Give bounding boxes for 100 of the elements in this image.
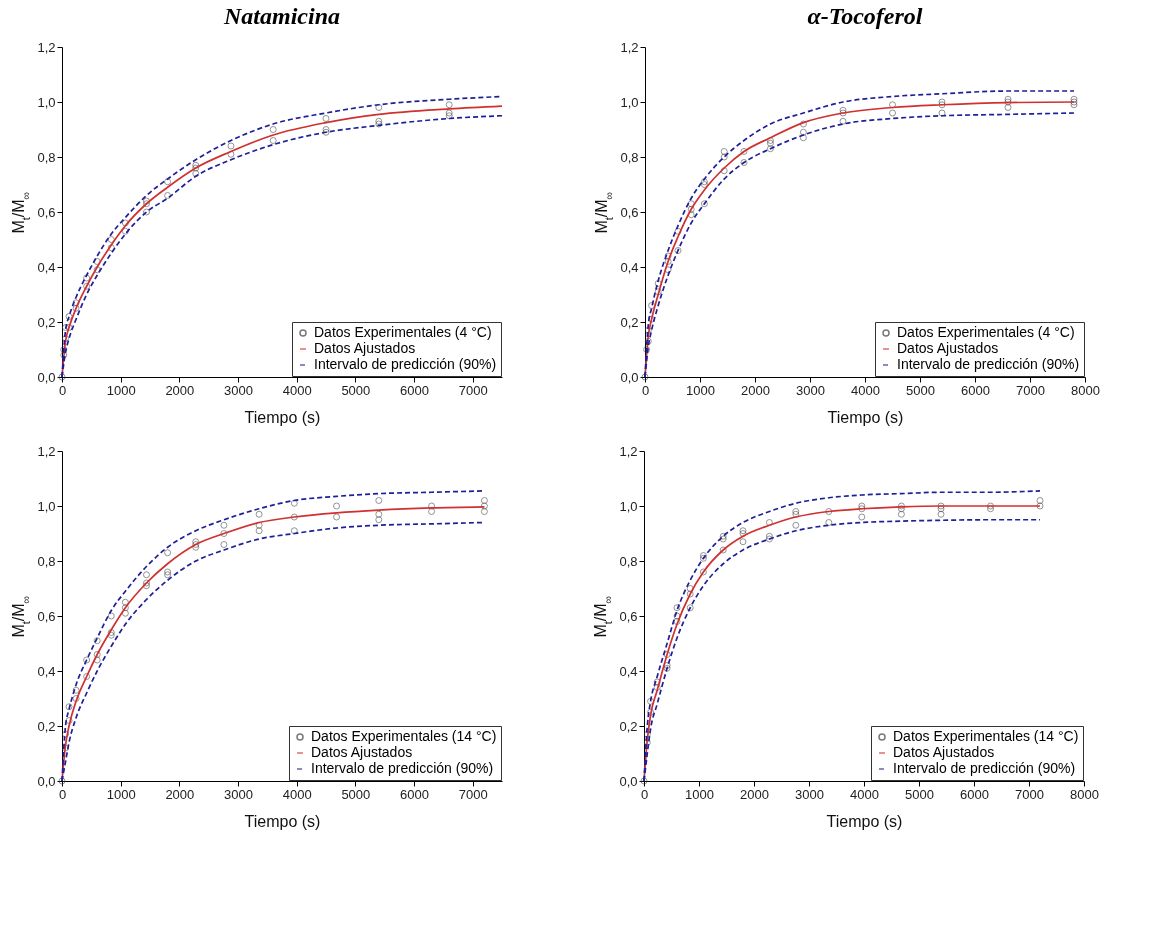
point bbox=[1036, 502, 1044, 510]
x-tick-label: 8000 bbox=[1071, 382, 1100, 398]
point bbox=[664, 266, 672, 274]
point bbox=[290, 513, 298, 521]
y-tick-label: 0,4 bbox=[37, 663, 56, 679]
point bbox=[648, 302, 655, 309]
x-tick-label: 3000 bbox=[224, 786, 253, 802]
point bbox=[445, 109, 453, 117]
x-tick-label: 3000 bbox=[795, 786, 824, 802]
point bbox=[107, 612, 115, 620]
point bbox=[143, 571, 150, 579]
point bbox=[322, 128, 330, 136]
point bbox=[227, 150, 235, 158]
y-tick-label: 1,0 bbox=[37, 498, 56, 514]
point bbox=[674, 227, 682, 235]
point bbox=[481, 497, 488, 504]
point bbox=[648, 315, 655, 323]
point bbox=[107, 629, 115, 636]
point bbox=[72, 299, 80, 307]
point bbox=[740, 148, 748, 155]
y-tick-label: 1,2 bbox=[37, 443, 56, 459]
point bbox=[72, 686, 80, 694]
point bbox=[800, 128, 807, 136]
y-tick-label: 0,0 bbox=[620, 369, 639, 385]
y-tick-label: 0,2 bbox=[619, 718, 638, 734]
x-tick-label: 6000 bbox=[400, 786, 429, 802]
point bbox=[107, 631, 115, 639]
legend-label: Datos Ajustados bbox=[311, 744, 413, 760]
x-axis-title: Tiempo (s) bbox=[244, 812, 321, 830]
legend-label: Datos Ajustados bbox=[893, 744, 995, 760]
point bbox=[1036, 497, 1044, 504]
point bbox=[333, 513, 340, 521]
point bbox=[938, 98, 946, 106]
point bbox=[65, 313, 73, 320]
point bbox=[987, 502, 994, 510]
point bbox=[767, 145, 774, 153]
point bbox=[643, 739, 651, 746]
point bbox=[72, 304, 80, 312]
point bbox=[164, 549, 171, 557]
point bbox=[1004, 104, 1012, 111]
x-tick-label: 3000 bbox=[224, 382, 253, 398]
point bbox=[93, 258, 101, 265]
legend-label: Intervalo de predicción (90%) bbox=[893, 760, 1076, 776]
point bbox=[686, 585, 694, 592]
point bbox=[83, 282, 91, 290]
point bbox=[792, 510, 800, 518]
point bbox=[255, 521, 263, 529]
y-tick-label: 1,0 bbox=[619, 498, 638, 514]
y-tick-label: 0,8 bbox=[619, 553, 638, 569]
x-tick-label: 8000 bbox=[1070, 786, 1099, 802]
point bbox=[192, 170, 200, 177]
point bbox=[686, 604, 694, 612]
point bbox=[644, 337, 652, 345]
y-tick-label: 0,4 bbox=[37, 259, 56, 275]
point bbox=[653, 684, 661, 691]
point bbox=[701, 181, 708, 188]
point bbox=[767, 137, 774, 144]
point bbox=[164, 568, 171, 576]
y-tick-label: 0,0 bbox=[37, 773, 56, 789]
point bbox=[375, 497, 383, 504]
point bbox=[687, 200, 695, 208]
point bbox=[121, 604, 129, 612]
point bbox=[839, 117, 847, 125]
x-tick-label: 1000 bbox=[686, 382, 715, 398]
point bbox=[719, 532, 727, 540]
point bbox=[445, 112, 453, 120]
legend-label: Datos Ajustados bbox=[314, 340, 416, 356]
point bbox=[938, 101, 946, 109]
point bbox=[1004, 98, 1012, 106]
x-tick-label: 2000 bbox=[165, 382, 195, 398]
point bbox=[663, 662, 671, 669]
point bbox=[192, 164, 200, 172]
legend-label: Datos Experimentales (14 °C) bbox=[311, 728, 497, 744]
point bbox=[143, 579, 150, 587]
point bbox=[62, 744, 69, 752]
point bbox=[192, 541, 200, 548]
point bbox=[740, 159, 748, 166]
point bbox=[255, 510, 263, 518]
y-tick-label: 0,0 bbox=[619, 773, 638, 789]
x-tick-label: 5000 bbox=[341, 382, 371, 398]
x-tick-label: 5000 bbox=[341, 786, 371, 802]
legend-label: Datos Experimentales (4 °C) bbox=[314, 324, 492, 340]
point bbox=[720, 153, 728, 161]
x-tick-label: 0 bbox=[58, 786, 67, 802]
point bbox=[654, 280, 662, 287]
y-tick-label: 0,8 bbox=[620, 149, 639, 165]
x-tick-label: 4000 bbox=[850, 786, 879, 802]
point bbox=[719, 535, 727, 543]
point bbox=[121, 609, 129, 617]
x-tick-label: 6000 bbox=[400, 382, 429, 398]
point bbox=[700, 554, 707, 562]
y-tick-label: 0,8 bbox=[37, 553, 56, 569]
point bbox=[93, 266, 101, 274]
point bbox=[62, 730, 69, 738]
point bbox=[719, 546, 727, 554]
point bbox=[739, 530, 747, 537]
x-tick-label: 3000 bbox=[796, 382, 825, 398]
point bbox=[663, 651, 671, 658]
point bbox=[333, 502, 340, 510]
point bbox=[937, 505, 945, 513]
